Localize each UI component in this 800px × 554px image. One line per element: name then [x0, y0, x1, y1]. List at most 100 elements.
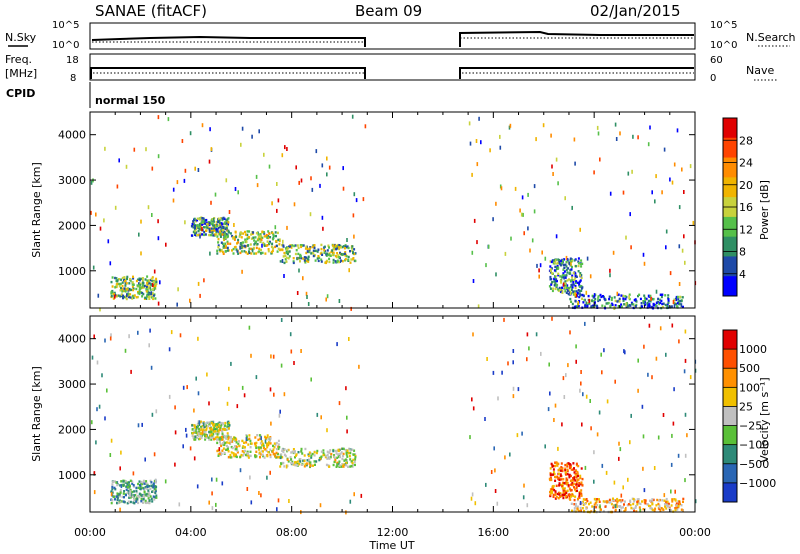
data-point [570, 288, 573, 291]
data-point [657, 502, 660, 506]
data-point [293, 361, 295, 365]
data-point [651, 375, 653, 380]
data-point [280, 462, 283, 466]
data-point [258, 250, 261, 253]
data-point [561, 291, 564, 294]
data-point [580, 467, 583, 470]
data-point [342, 245, 345, 248]
data-point [628, 304, 631, 307]
data-point [540, 351, 542, 356]
data-point [126, 481, 129, 484]
data-point [661, 499, 664, 502]
data-point [266, 446, 269, 449]
data-point [316, 412, 319, 417]
data-point [579, 476, 582, 480]
data-point [561, 469, 564, 473]
data-point [549, 260, 552, 263]
data-point [591, 299, 594, 302]
data-point [342, 465, 345, 468]
data-point [115, 277, 118, 280]
data-point [490, 470, 493, 474]
data-point [476, 240, 478, 245]
data-point [226, 235, 229, 239]
data-point [526, 357, 528, 362]
data-point [313, 244, 316, 247]
data-point [562, 496, 565, 500]
data-point [286, 246, 288, 249]
data-point [192, 220, 195, 223]
data-point [573, 498, 576, 502]
data-point [215, 477, 218, 482]
data-point [682, 500, 684, 503]
data-point [114, 294, 116, 299]
data-point [333, 457, 336, 460]
data-point [286, 250, 289, 253]
data-point [306, 247, 309, 251]
data-point [203, 220, 206, 224]
data-point [353, 449, 356, 452]
data-point [242, 232, 245, 235]
data-point [336, 456, 339, 459]
data-point [203, 425, 206, 428]
data-point [122, 294, 125, 297]
data-point [275, 441, 278, 445]
data-point [141, 295, 144, 298]
data-point [205, 434, 208, 438]
data-point [641, 500, 643, 503]
data-point [215, 221, 218, 224]
data-point [120, 480, 123, 483]
data-point [207, 421, 210, 424]
data-point [574, 265, 577, 268]
data-point [585, 301, 588, 306]
data-point [647, 294, 650, 297]
data-point [249, 243, 252, 246]
data-point [579, 262, 582, 266]
data-point [244, 446, 246, 449]
data-point [283, 251, 286, 255]
data-point [549, 467, 552, 470]
data-point [260, 440, 263, 443]
data-point [135, 296, 138, 299]
data-point [576, 291, 579, 295]
data-point [564, 196, 566, 201]
data-point [280, 455, 283, 458]
data-point [573, 509, 576, 513]
data-point [297, 252, 300, 256]
data-point [112, 297, 115, 300]
data-point [194, 230, 197, 233]
data-point [220, 241, 223, 244]
data-point [494, 489, 497, 493]
data-point [309, 461, 312, 464]
data-point [299, 255, 302, 258]
data-point [663, 499, 666, 502]
data-point [226, 249, 229, 252]
data-point [596, 503, 599, 507]
data-point [224, 421, 227, 425]
data-point [240, 244, 243, 247]
data-point [662, 508, 665, 512]
data-point [285, 256, 288, 259]
data-point [195, 376, 197, 381]
data-point [143, 482, 146, 485]
data-point [211, 506, 214, 511]
data-point [353, 234, 355, 239]
data-point [557, 477, 560, 481]
data-point [329, 449, 332, 452]
data-point [277, 445, 280, 448]
data-point [176, 180, 179, 185]
data-point [304, 261, 307, 264]
data-point [683, 190, 685, 194]
data-point [332, 251, 335, 254]
data-point [560, 483, 563, 487]
data-point [217, 423, 220, 427]
data-point [194, 227, 196, 230]
data-point [109, 336, 112, 341]
data-point [304, 447, 307, 451]
data-point [216, 425, 219, 428]
data-point [147, 286, 150, 290]
data-point [152, 490, 155, 493]
data-point [237, 190, 239, 195]
data-point [692, 220, 695, 225]
data-point [566, 465, 569, 468]
data-point [272, 233, 275, 236]
